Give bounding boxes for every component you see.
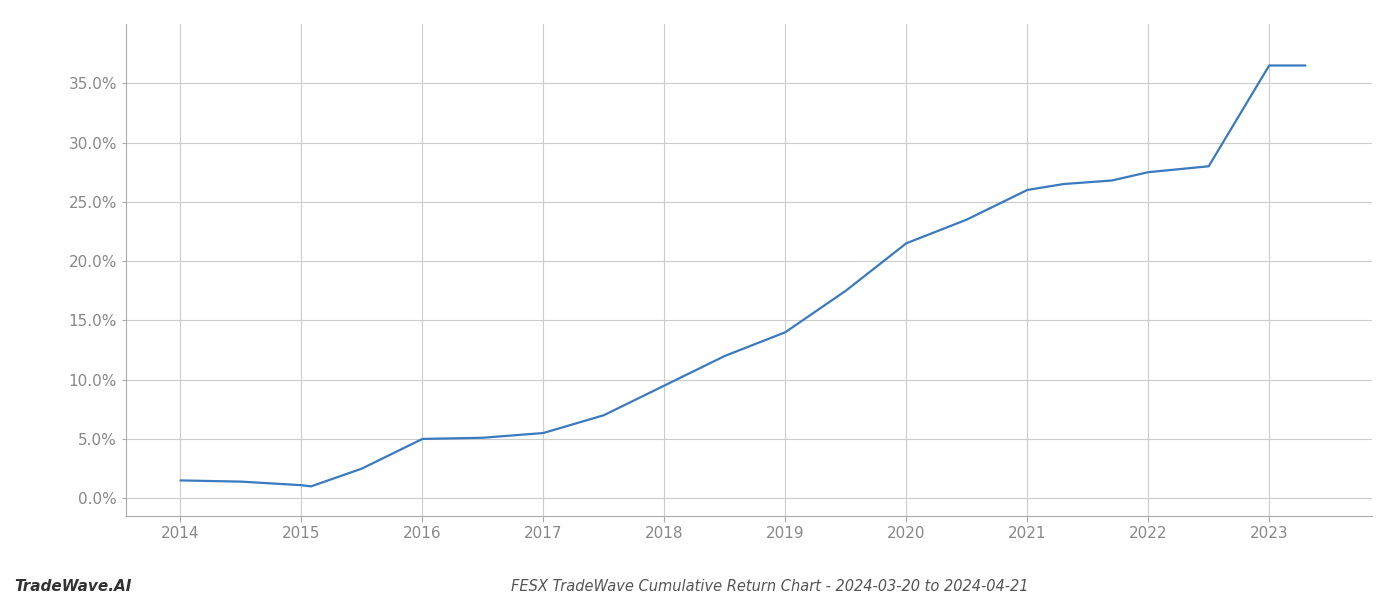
Text: TradeWave.AI: TradeWave.AI: [14, 579, 132, 594]
Text: FESX TradeWave Cumulative Return Chart - 2024-03-20 to 2024-04-21: FESX TradeWave Cumulative Return Chart -…: [511, 579, 1029, 594]
